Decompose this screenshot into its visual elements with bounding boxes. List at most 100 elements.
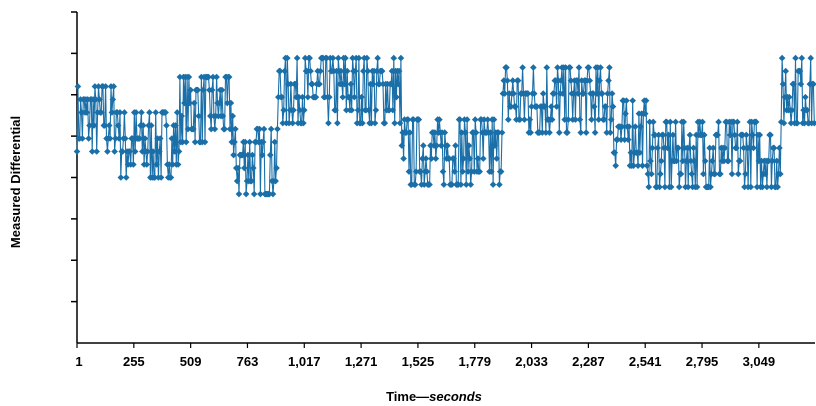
data-point xyxy=(778,54,786,62)
data-point xyxy=(306,54,313,62)
data-point xyxy=(794,119,801,127)
data-point xyxy=(332,106,339,114)
data-point xyxy=(359,119,366,127)
data-point xyxy=(167,174,175,181)
data-point xyxy=(730,118,738,126)
data-point xyxy=(400,155,407,162)
data-point xyxy=(553,103,560,110)
data-point xyxy=(119,148,126,155)
data-point xyxy=(259,138,267,146)
data-point xyxy=(686,131,694,139)
data-point xyxy=(173,109,181,116)
data-point xyxy=(505,116,512,123)
data-point xyxy=(390,54,398,62)
data-point xyxy=(573,77,581,84)
data-point xyxy=(248,177,255,185)
data-point xyxy=(788,106,796,114)
data-point xyxy=(593,90,601,97)
data-point xyxy=(427,142,434,149)
data-point xyxy=(316,80,323,88)
data-point xyxy=(116,109,124,116)
data-point xyxy=(611,149,619,156)
data-point xyxy=(646,118,653,126)
data-point xyxy=(742,170,749,178)
data-point xyxy=(280,106,288,114)
data-point xyxy=(273,164,280,172)
data-point xyxy=(770,144,778,152)
data-point xyxy=(339,93,347,101)
data-point xyxy=(110,83,117,90)
data-point xyxy=(104,148,111,155)
data-point xyxy=(271,138,279,146)
data-point xyxy=(629,97,636,104)
data-point xyxy=(462,181,470,188)
data-point xyxy=(83,109,91,116)
data-point xyxy=(721,144,729,152)
data-point xyxy=(811,119,816,127)
data-point xyxy=(436,116,443,123)
data-point xyxy=(542,129,550,136)
data-point xyxy=(756,131,764,139)
data-point xyxy=(211,125,219,133)
data-point xyxy=(239,151,246,159)
data-point xyxy=(90,122,98,129)
data-point xyxy=(219,112,227,120)
data-point xyxy=(445,155,453,162)
x-tick-label: 2,033 xyxy=(515,354,548,369)
data-point xyxy=(85,135,92,142)
data-point xyxy=(683,157,690,165)
data-point xyxy=(752,118,760,126)
data-point xyxy=(279,119,287,127)
data-point xyxy=(526,116,534,123)
data-point xyxy=(562,64,569,71)
data-point xyxy=(307,67,314,75)
data-point xyxy=(242,190,250,198)
data-point xyxy=(163,122,170,129)
data-point xyxy=(126,148,134,155)
data-point xyxy=(801,119,808,127)
data-point xyxy=(102,83,109,90)
data-point xyxy=(675,183,683,191)
data-point xyxy=(734,118,741,126)
data-point xyxy=(521,116,528,123)
data-point xyxy=(749,131,756,139)
data-point xyxy=(663,118,670,126)
data-point xyxy=(337,67,345,75)
data-point xyxy=(431,129,439,136)
data-point xyxy=(397,54,405,62)
data-point xyxy=(272,177,279,185)
data-point xyxy=(595,116,602,123)
data-point xyxy=(497,168,505,175)
data-point xyxy=(457,181,465,188)
data-point xyxy=(564,116,572,123)
data-point xyxy=(246,138,253,146)
data-point xyxy=(109,96,117,103)
data-point xyxy=(257,190,264,198)
data-point xyxy=(348,106,356,114)
data-point xyxy=(111,148,118,155)
data-point xyxy=(300,119,307,127)
data-point xyxy=(143,161,151,168)
data-point xyxy=(208,86,216,94)
data-point xyxy=(450,155,458,162)
data-point xyxy=(267,125,275,133)
data-point xyxy=(463,116,471,123)
data-point xyxy=(371,119,379,127)
data-point xyxy=(706,144,713,152)
data-point xyxy=(533,103,541,110)
data-point xyxy=(132,109,140,116)
x-tick-label: 1,525 xyxy=(402,354,435,369)
data-point xyxy=(233,177,241,185)
data-point xyxy=(630,162,637,169)
chart-axes xyxy=(71,11,815,348)
data-point xyxy=(334,54,342,62)
data-point xyxy=(785,93,793,101)
data-point xyxy=(329,54,337,62)
data-point xyxy=(665,131,672,139)
data-point xyxy=(514,77,522,84)
data-point xyxy=(106,135,114,142)
data-point xyxy=(617,136,625,143)
data-point xyxy=(174,161,182,168)
data-point xyxy=(660,144,668,152)
data-point xyxy=(232,125,239,133)
